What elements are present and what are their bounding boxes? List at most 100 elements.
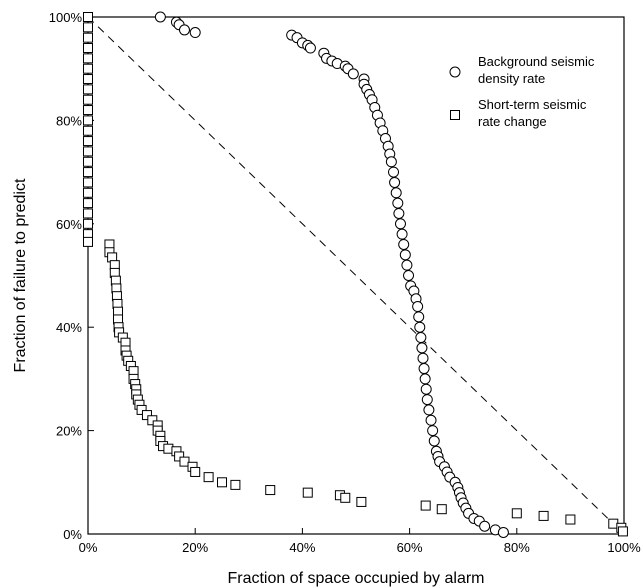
reference-diagonal-line	[87, 16, 625, 535]
x-tick-label: 80%	[504, 540, 530, 555]
square-point	[230, 479, 241, 490]
square-point	[174, 451, 185, 462]
y-tick-label: 80%	[56, 113, 82, 128]
circle-point	[413, 311, 425, 323]
x-tick-label: 60%	[397, 540, 423, 555]
y-tick-label: 100%	[49, 10, 83, 25]
circle-point	[419, 373, 431, 385]
square-point	[83, 63, 93, 74]
square-point	[83, 43, 93, 54]
circle-point	[420, 383, 432, 395]
square-point	[83, 156, 93, 167]
circle-point	[398, 238, 410, 250]
legend-circle-marker	[449, 66, 461, 78]
x-tick-label: 0%	[79, 540, 98, 555]
square-point	[511, 508, 522, 519]
square-point	[147, 415, 158, 426]
x-tick-label: 100%	[607, 540, 641, 555]
square-point	[83, 236, 93, 247]
circle-point	[414, 321, 426, 333]
square-point	[83, 136, 93, 147]
legend-label: rate change	[478, 114, 547, 129]
square-point	[179, 456, 190, 467]
circle-point	[423, 404, 435, 416]
circle-point	[399, 249, 411, 261]
circle-point	[390, 187, 402, 199]
square-point	[83, 198, 93, 209]
square-series	[83, 12, 628, 537]
circle-point	[154, 11, 166, 23]
square-point	[265, 485, 276, 496]
y-axis-ticks: 0% 20% 40% 60% 80% 100%	[49, 10, 94, 542]
circle-point	[418, 363, 430, 375]
square-point	[83, 22, 93, 33]
square-point	[217, 477, 227, 488]
circle-point	[385, 156, 397, 168]
circle-point	[394, 218, 406, 230]
legend-label: Background seismic	[478, 54, 595, 69]
square-point	[83, 208, 93, 219]
square-point	[83, 32, 93, 43]
legend-entry: Background seismic density rate	[449, 54, 595, 86]
square-point	[203, 472, 214, 483]
circle-point	[427, 425, 439, 437]
y-tick-label: 20%	[56, 424, 82, 439]
square-point	[83, 105, 93, 116]
square-point	[83, 177, 93, 188]
square-point	[83, 187, 93, 198]
square-point	[83, 53, 93, 64]
square-point	[420, 500, 431, 511]
x-tick-label: 20%	[182, 540, 208, 555]
square-point	[83, 146, 93, 157]
circle-point	[396, 228, 408, 240]
legend-square-marker	[450, 110, 460, 120]
circle-point	[415, 332, 427, 344]
square-point	[302, 487, 313, 498]
square-point	[83, 218, 93, 229]
square-point	[83, 74, 93, 85]
square-point	[617, 526, 628, 537]
circle-point	[425, 414, 437, 426]
legend-label: Short-term seismic	[478, 97, 587, 112]
circle-point	[178, 24, 190, 36]
y-tick-label: 60%	[56, 217, 82, 232]
circle-point	[428, 435, 440, 447]
legend-label: density rate	[478, 71, 545, 86]
circle-point	[389, 176, 401, 188]
circle-point	[416, 342, 428, 354]
series-layer	[83, 11, 628, 538]
y-tick-label: 40%	[56, 320, 82, 335]
circle-point	[392, 197, 404, 209]
circle-point	[497, 526, 509, 538]
square-point	[83, 125, 93, 136]
legend-entry: Short-term seismic rate change	[450, 97, 587, 129]
circle-series	[154, 11, 509, 538]
circle-point	[417, 352, 429, 364]
square-point	[436, 504, 447, 515]
x-axis-ticks: 0% 20% 40% 60% 80% 100%	[79, 528, 641, 555]
square-point	[538, 510, 549, 521]
square-point	[136, 404, 147, 415]
x-axis-title: Fraction of space occupied by alarm	[227, 570, 484, 587]
square-point	[83, 12, 93, 22]
circle-point	[304, 42, 316, 54]
x-tick-label: 40%	[289, 540, 315, 555]
circle-point	[189, 27, 201, 39]
plot-frame	[87, 16, 625, 535]
circle-point	[393, 207, 405, 219]
circle-point	[403, 270, 415, 281]
legend: Background seismic density rate Short-term…	[449, 54, 595, 129]
y-tick-label: 0%	[63, 527, 82, 542]
square-point	[83, 167, 93, 178]
square-point	[190, 466, 201, 477]
circle-point	[421, 394, 433, 406]
circle-point	[412, 301, 424, 313]
square-point	[83, 84, 93, 95]
square-point	[141, 410, 152, 421]
square-point	[83, 115, 93, 126]
square-point	[340, 492, 351, 503]
square-point	[356, 496, 367, 507]
circle-point	[401, 259, 413, 271]
circle-point	[347, 68, 359, 80]
